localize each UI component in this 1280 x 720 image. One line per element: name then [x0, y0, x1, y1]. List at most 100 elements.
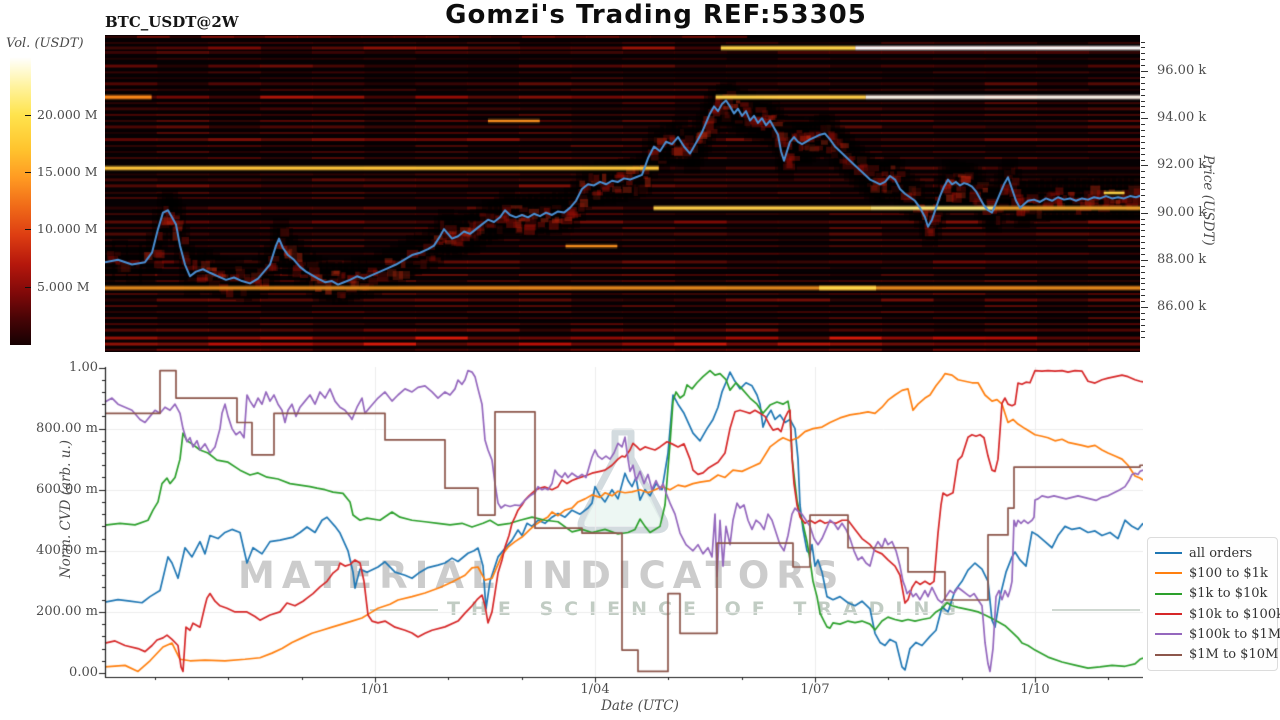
price-axis-tick: [1141, 230, 1145, 232]
price-tick-label: 90.00 k: [1157, 204, 1207, 220]
price-axis-tick: [1141, 253, 1145, 255]
price-axis-tick: [1141, 135, 1145, 137]
legend-swatch-icon: [1155, 653, 1182, 656]
price-axis-tick: [1141, 71, 1148, 72]
price-tick-label: 86.00 k: [1157, 299, 1207, 314]
price-axis-label: Price (USDT): [1200, 155, 1216, 246]
legend-swatch-icon: [1155, 592, 1182, 595]
price-axis-tick: [1141, 94, 1145, 96]
price-axis-tick: [1141, 218, 1145, 220]
price-axis-tick: [1141, 47, 1145, 49]
price-tick-label: 94.00 k: [1157, 110, 1207, 126]
cvd-tick-label: 1.00: [69, 359, 98, 375]
legend-label: $1M to $10M: [1189, 647, 1279, 663]
price-axis-tick: [1141, 153, 1145, 155]
price-axis-tick: [1141, 212, 1148, 214]
colorbar-tick: [25, 115, 31, 116]
legend-label: $100k to $1M: [1189, 626, 1280, 642]
price-axis-tick: [1141, 295, 1145, 297]
date-axis-label: Date (UTC): [601, 698, 679, 714]
price-axis-tick: [1141, 118, 1148, 120]
volume-colorbar: [10, 57, 31, 345]
cvd-tick-label: 600.00 m: [36, 481, 98, 497]
colorbar-tick-label: 15.000 M: [37, 164, 98, 179]
price-axis-tick: [1141, 147, 1145, 149]
price-axis-tick: [1141, 248, 1145, 249]
date-tick-label: 1/04: [580, 682, 610, 697]
cvd-tick-label: 800.00 m: [36, 420, 98, 436]
price-axis-tick: [1141, 242, 1145, 244]
price-tick-label: 96.00 k: [1157, 63, 1207, 78]
price-tick-label: 92.00 k: [1157, 157, 1207, 173]
price-axis-tick: [1141, 141, 1145, 143]
price-axis-tick: [1141, 289, 1145, 291]
legend-item: all orders: [1155, 543, 1277, 563]
price-axis-tick: [1141, 165, 1148, 167]
price-axis-tick: [1141, 53, 1145, 55]
price-axis-tick: [1141, 100, 1145, 102]
legend-item: $100 to $1k: [1155, 563, 1277, 583]
date-tick-label: 1/10: [1020, 682, 1050, 697]
price-axis-tick: [1141, 301, 1145, 303]
price-axis-tick: [1141, 194, 1145, 196]
cvd-tick-label: 400.00 m: [36, 542, 98, 558]
price-axis-tick: [1141, 283, 1145, 285]
colorbar-title: Vol. (USDT): [6, 36, 84, 51]
legend-item: $1M to $10M: [1155, 644, 1279, 664]
cvd-tick-label: 200.00 m: [36, 603, 98, 619]
colorbar-tick-label: 5.000 M: [37, 279, 90, 294]
price-axis-tick: [1141, 271, 1145, 273]
price-axis-tick: [1141, 206, 1145, 208]
legend: all orders $100 to $1k $1k to $10k $10k to …: [1147, 537, 1280, 671]
price-axis-tick: [1141, 200, 1145, 202]
price-axis-tick: [1141, 224, 1145, 226]
legend-item: $10k to $100k: [1155, 604, 1280, 624]
price-axis-tick: [1141, 336, 1145, 338]
legend-label: $1k to $10k: [1189, 586, 1268, 602]
price-axis-tick: [1141, 177, 1145, 179]
price-axis-tick: [1141, 312, 1145, 314]
legend-label: $10k to $100k: [1189, 606, 1280, 622]
price-axis-tick: [1141, 265, 1145, 267]
colorbar-tick: [25, 229, 31, 230]
legend-item: $100k to $1M: [1155, 624, 1280, 644]
price-axis-tick: [1141, 106, 1145, 108]
page-title: Gomzi's Trading REF:53305: [445, 0, 867, 30]
colorbar-tick-label: 20.000 M: [37, 107, 98, 122]
price-axis-tick: [1141, 112, 1145, 114]
price-axis-tick: [1141, 88, 1145, 90]
legend-label: all orders: [1189, 545, 1253, 561]
price-axis-tick: [1141, 41, 1145, 43]
colorbar-tick: [25, 172, 31, 173]
price-axis-tick: [1141, 124, 1145, 126]
price-axis-tick: [1141, 307, 1148, 308]
price-axis-tick: [1141, 130, 1145, 131]
price-axis-tick: [1141, 324, 1145, 326]
price-axis-tick: [1141, 65, 1145, 67]
legend-swatch-icon: [1155, 633, 1182, 636]
legend-item: $1k to $10k: [1155, 584, 1277, 604]
cvd-line-chart: [97, 362, 1143, 685]
colorbar-tick: [25, 287, 31, 288]
legend-swatch-icon: [1155, 572, 1182, 575]
pair-timeframe-label: BTC_USDT@2W: [105, 13, 239, 31]
volume-heatmap-chart: [105, 35, 1140, 352]
price-axis-tick: [1141, 330, 1145, 332]
price-axis-tick: [1141, 259, 1148, 261]
price-tick-label: 88.00 k: [1157, 251, 1207, 267]
price-axis-tick: [1141, 82, 1145, 84]
cvd-tick-label: 0.00: [69, 665, 98, 680]
price-axis-tick: [1141, 183, 1145, 185]
legend-swatch-icon: [1155, 552, 1182, 555]
date-tick-label: 1/01: [360, 682, 390, 697]
price-axis-tick: [1141, 277, 1145, 279]
legend-swatch-icon: [1155, 613, 1182, 616]
colorbar-tick-label: 10.000 M: [37, 221, 98, 236]
legend-label: $100 to $1k: [1189, 565, 1268, 581]
date-tick-label: 1/07: [800, 682, 830, 697]
price-axis-tick: [1141, 159, 1145, 161]
price-axis-tick: [1141, 76, 1145, 78]
price-axis-tick: [1141, 59, 1145, 61]
price-axis-tick: [1141, 189, 1145, 190]
